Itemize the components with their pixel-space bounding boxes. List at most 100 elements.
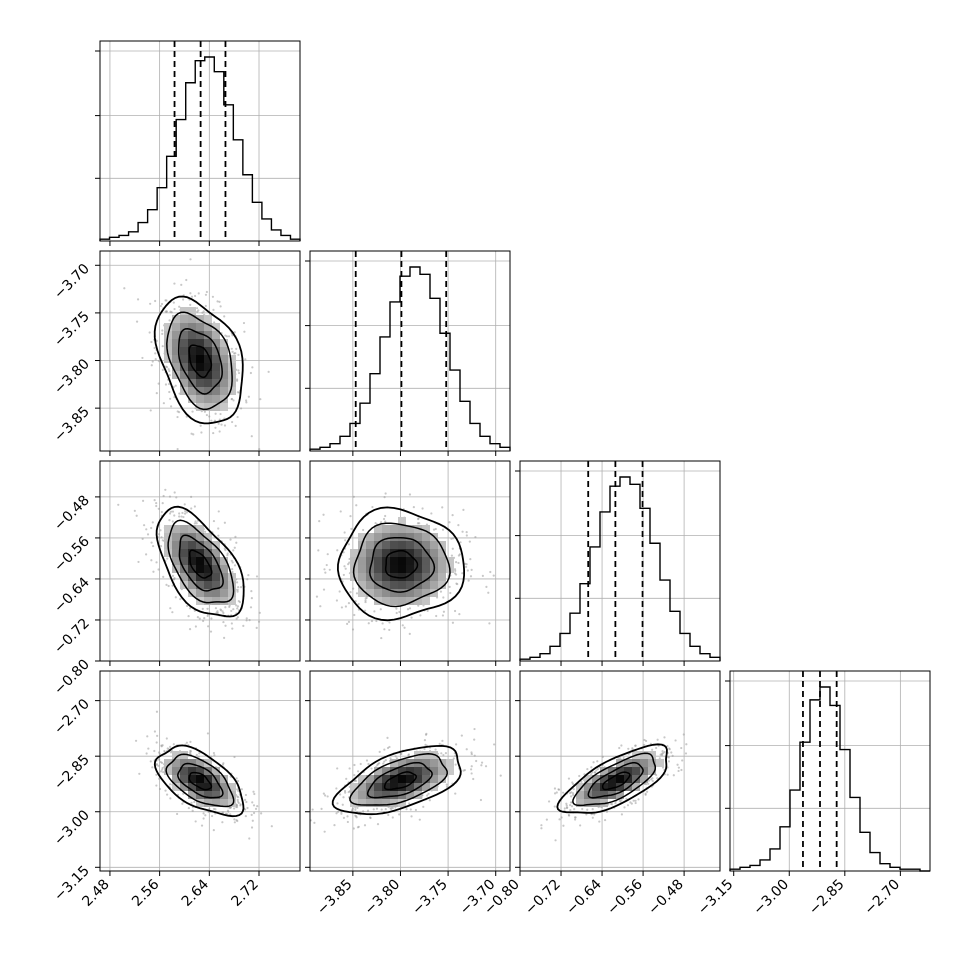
scatter-point	[173, 282, 176, 285]
scatter-point	[168, 519, 171, 522]
scatter-point	[141, 537, 144, 540]
scatter-point	[481, 574, 484, 577]
density-cell	[350, 549, 358, 557]
density-cell	[438, 541, 446, 549]
density-cell	[172, 767, 180, 775]
scatter-point	[409, 808, 412, 811]
density-cell	[632, 767, 640, 775]
scatter-point	[180, 283, 183, 286]
density-cell	[228, 799, 236, 807]
scatter-point	[196, 310, 199, 313]
contour-line-1	[587, 762, 644, 799]
contour-line-3	[556, 743, 668, 814]
scatter-point	[233, 546, 236, 549]
x-axis-2: −0.80 −0.72 −0.64 −0.56 −0.48	[481, 871, 687, 918]
density-cell	[398, 517, 406, 525]
scatter-point	[352, 587, 355, 590]
scatter-point	[326, 795, 329, 798]
scatter-point	[651, 748, 654, 751]
density-cell	[624, 767, 632, 775]
scatter-point	[217, 422, 220, 425]
density-cell	[172, 347, 180, 355]
density-cell	[382, 533, 390, 541]
scatter-point	[453, 609, 457, 613]
density-cell	[446, 759, 454, 767]
scatter-point	[174, 384, 177, 387]
density-cell	[212, 573, 220, 581]
density-cell	[180, 525, 188, 533]
scatter-point	[410, 616, 413, 619]
scatter-point	[336, 549, 339, 552]
x-tick-label: −0.56	[604, 876, 646, 918]
scatter-point	[258, 447, 261, 451]
scatter-point	[190, 295, 194, 298]
density-cell	[172, 751, 180, 759]
scatter-point	[667, 760, 671, 763]
density-cell	[164, 759, 172, 767]
scatter-point	[373, 610, 376, 613]
scatter-point	[573, 808, 576, 811]
scatter-point	[344, 567, 347, 570]
density-cell	[390, 549, 398, 557]
scatter-point	[661, 753, 664, 757]
density-cell	[422, 783, 430, 791]
scatter-point	[426, 609, 429, 613]
scatter-point	[164, 310, 167, 313]
density-cell	[616, 775, 624, 783]
density-cell	[180, 347, 188, 355]
panel-content	[100, 461, 300, 661]
scatter-point	[644, 739, 648, 743]
density-cell	[382, 597, 390, 605]
scatter-point	[215, 611, 218, 614]
density-cell	[180, 355, 188, 363]
scatter-point	[424, 743, 427, 746]
density-cell	[358, 557, 366, 565]
density-cell	[382, 783, 390, 791]
scatter-point	[645, 783, 648, 786]
density-cell	[584, 775, 592, 783]
panel-content	[100, 251, 300, 451]
density-cell	[358, 589, 366, 597]
panel-frame	[309, 250, 511, 452]
scatter-point	[475, 759, 478, 763]
density-cell	[188, 589, 196, 597]
density-cell	[438, 775, 446, 783]
scatter-point	[449, 591, 452, 595]
scatter-point	[167, 382, 171, 386]
density-cell	[212, 331, 220, 339]
density-cell	[422, 775, 430, 783]
density-cell	[366, 541, 374, 549]
scatter-point	[159, 545, 163, 548]
scatter-point	[153, 499, 156, 502]
density-cell	[584, 783, 592, 791]
scatter-point	[357, 602, 360, 606]
scatter-point	[189, 752, 192, 755]
scatter-point	[244, 798, 247, 801]
contour-line-0	[383, 771, 417, 791]
density-cell	[188, 573, 196, 581]
scatter-point	[149, 302, 152, 305]
density-cell	[374, 799, 382, 807]
scatter-point	[161, 329, 164, 332]
scatter-point	[181, 511, 184, 515]
scatter-point	[589, 773, 593, 776]
scatter-point	[164, 299, 167, 302]
scatter-point	[574, 818, 577, 821]
scatter-point	[162, 402, 165, 405]
scatter-point	[637, 798, 640, 801]
scatter-point	[435, 614, 438, 618]
scatter-point	[634, 744, 637, 747]
scatter-point	[210, 419, 213, 422]
scatter-point	[166, 557, 169, 560]
density-cell	[188, 347, 196, 355]
scatter-point	[159, 770, 163, 773]
density-cell	[390, 775, 398, 783]
scatter-point	[217, 510, 220, 513]
density-cell	[430, 759, 438, 767]
scatter-point	[553, 805, 556, 808]
scatter-point	[434, 527, 437, 531]
scatter-point	[255, 575, 259, 578]
panel-frame	[519, 670, 721, 872]
scatter-point	[596, 760, 599, 763]
scatter-point	[322, 513, 325, 516]
